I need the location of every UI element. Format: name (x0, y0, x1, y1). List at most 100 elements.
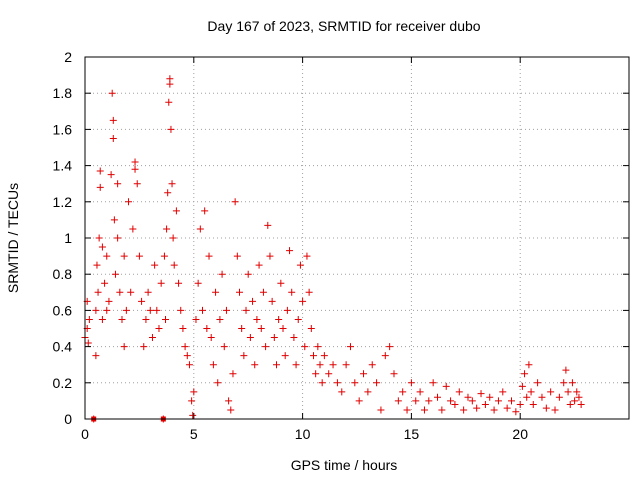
data-point (222, 306, 230, 314)
data-point (277, 279, 285, 287)
data-point (360, 370, 368, 378)
data-point (338, 388, 346, 396)
data-point (177, 306, 185, 314)
data-point (316, 361, 324, 369)
data-point (205, 252, 213, 260)
data-point (320, 352, 328, 360)
data-point (95, 234, 103, 242)
grid (85, 57, 629, 419)
data-point (386, 343, 394, 351)
y-tick-labels: 0 0.2 0.4 0.6 0.8 1 1.2 1.4 1.6 1.8 2 (53, 49, 73, 427)
y-tick-label: 1.8 (53, 85, 73, 101)
data-point (255, 261, 263, 269)
data-point (207, 334, 215, 342)
axis-ticks (84, 56, 629, 420)
data-point (201, 207, 209, 215)
data-point (303, 252, 311, 260)
data-point (240, 352, 248, 360)
y-tick-label: 1 (64, 230, 72, 246)
y-tick-label: 2 (64, 49, 72, 65)
data-point (538, 393, 546, 401)
data-point (163, 225, 171, 233)
data-point (429, 379, 437, 387)
data-point (109, 116, 117, 124)
data-point (562, 366, 570, 374)
data-point (199, 306, 207, 314)
data-point (455, 388, 463, 396)
data-point (175, 279, 183, 287)
data-point (286, 247, 294, 255)
data-point (577, 401, 585, 409)
data-point (220, 343, 228, 351)
data-point (416, 388, 424, 396)
data-point (120, 252, 128, 260)
data-point (194, 279, 202, 287)
data-point (231, 198, 239, 206)
data-point (299, 297, 307, 305)
chart-title: Day 167 of 2023, SRMTID for receiver dub… (207, 18, 480, 34)
data-point (399, 388, 407, 396)
data-point (288, 288, 296, 296)
data-point (294, 315, 302, 323)
data-point (460, 406, 468, 414)
data-point (564, 388, 572, 396)
data-point (257, 325, 265, 332)
data-point (233, 252, 241, 260)
data-point (131, 165, 139, 173)
x-tick-labels: 0 5 10 15 20 (81, 426, 528, 442)
data-point (98, 315, 106, 323)
x-tick-label: 15 (404, 426, 420, 442)
data-point (342, 361, 350, 369)
data-point (560, 379, 568, 387)
data-point (169, 234, 177, 242)
data-point (209, 361, 217, 369)
data-point (111, 270, 119, 278)
data-point (160, 252, 168, 260)
data-point (481, 401, 489, 409)
data-point (203, 325, 211, 332)
data-point (133, 180, 141, 188)
data-point (571, 397, 579, 405)
data-point (92, 306, 100, 314)
data-point (181, 343, 189, 351)
data-point (473, 404, 481, 412)
data-point (364, 388, 372, 396)
data-point (107, 171, 115, 179)
data-point (153, 306, 161, 314)
data-point (518, 382, 526, 390)
data-point (249, 297, 257, 305)
data-point (346, 343, 354, 351)
data-point (438, 406, 446, 414)
data-point (172, 207, 180, 215)
data-point (503, 404, 511, 412)
data-point (227, 406, 235, 414)
data-point (279, 325, 287, 332)
x-axis-title: GPS time / hours (291, 457, 398, 473)
data-point (114, 180, 122, 188)
data-point (305, 288, 313, 296)
data-point (512, 408, 520, 416)
data-point (281, 352, 289, 360)
y-tick-label: 0.6 (53, 302, 73, 318)
data-point (214, 379, 222, 387)
data-point (142, 315, 150, 323)
data-point (447, 397, 455, 405)
y-tick-label: 1.2 (53, 194, 73, 210)
data-point (420, 406, 428, 414)
data-point (96, 167, 104, 175)
data-point (185, 361, 193, 369)
data-point (103, 252, 111, 260)
data-point (290, 334, 298, 342)
data-point (468, 397, 476, 405)
data-point (94, 288, 102, 296)
data-point (168, 180, 176, 188)
data-point (283, 306, 291, 314)
data-point (98, 243, 106, 251)
data-point (129, 225, 137, 233)
data-point (434, 393, 442, 401)
data-point (555, 393, 563, 401)
data-point (534, 379, 542, 387)
data-point (188, 397, 196, 405)
data-point (351, 379, 359, 387)
